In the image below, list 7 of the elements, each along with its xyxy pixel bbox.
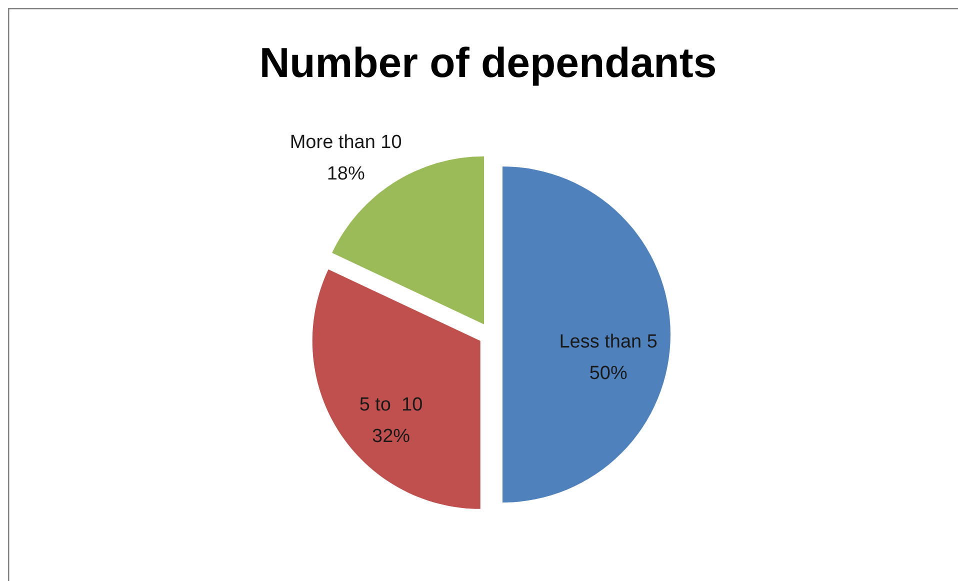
data-label: 50% <box>589 362 628 384</box>
chart-title: Number of dependants <box>259 39 717 86</box>
slice-label: Less than 5 <box>559 331 658 352</box>
slice-label: More than 10 <box>290 132 402 154</box>
data-label: 32% <box>372 426 410 447</box>
data-label: 18% <box>326 164 365 185</box>
slice-label: 5 to 10 <box>359 394 423 416</box>
